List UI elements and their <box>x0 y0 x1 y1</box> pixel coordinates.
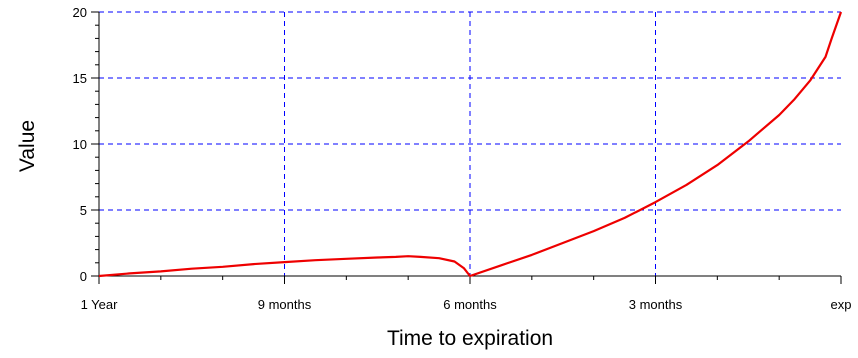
x-axis-title: Time to expiration <box>387 327 553 350</box>
series-layer <box>98 11 843 278</box>
y-tick-label-3: 15 <box>73 71 87 86</box>
x-tick-label-1: 9 months <box>258 297 312 312</box>
x-axis-ticks: 1 Year 9 months 6 months 3 months exp <box>81 276 852 312</box>
y-tick-label-1: 5 <box>80 203 87 218</box>
x-tick-label-4: exp <box>831 297 852 312</box>
y-tick-label-0: 0 <box>80 269 87 284</box>
y-tick-label-2: 10 <box>73 137 87 152</box>
y-axis-title: Value <box>16 120 39 172</box>
x-tick-label-2: 6 months <box>443 297 497 312</box>
x-tick-label-0: 1 Year <box>81 297 119 312</box>
y-tick-label-4: 20 <box>73 5 87 20</box>
x-tick-label-3: 3 months <box>629 297 683 312</box>
y-axis-ticks: 0 5 10 15 20 <box>73 5 99 284</box>
grid-lines <box>99 11 841 276</box>
series-line-0 <box>98 11 843 278</box>
